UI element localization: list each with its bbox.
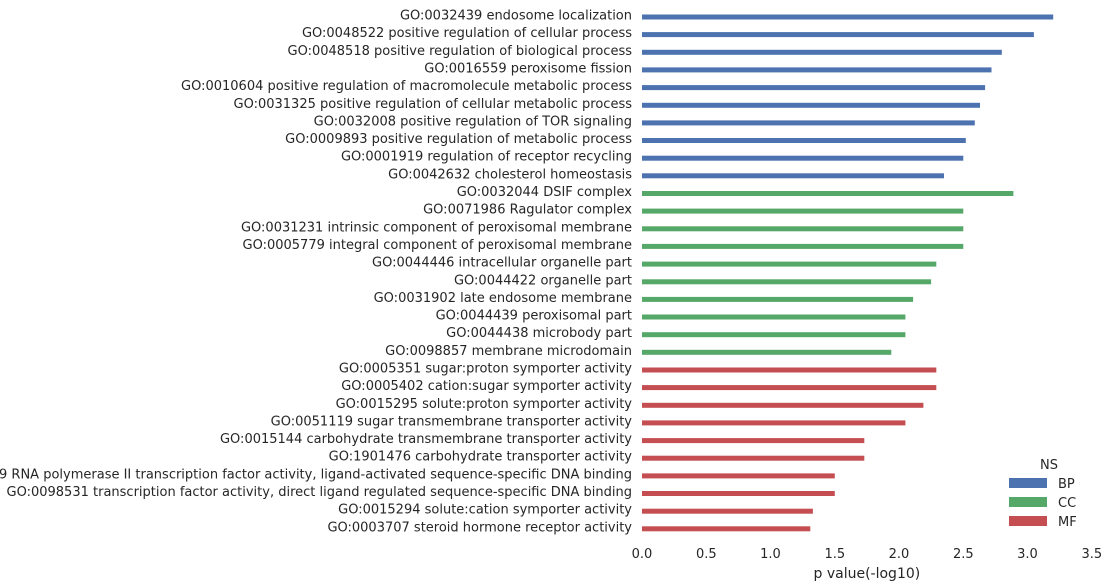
bar-bp [642,49,1002,55]
bar-mf [642,491,835,496]
category-label: GO:0032008 positive regulation of TOR si… [314,114,632,129]
legend-entries: BP CC MF [1009,477,1077,530]
category-label: GO:0005351 sugar:proton symporter activi… [339,362,632,377]
bar-mf [642,438,865,444]
category-labels: GO:0032439 endosome localization GO:00485… [0,9,632,536]
bar-bp [642,138,966,143]
bar-cc [642,208,964,214]
x-tick-label: 1.5 [824,547,845,562]
bar-mf [642,455,865,461]
x-tick-label: 0.5 [696,547,717,562]
category-label: GO:0042632 cholesterol homeostasis [388,167,632,182]
bar-bp [642,85,986,91]
category-label: GO:0005402 cation:sugar symporter activi… [341,379,632,394]
category-label: GO:0044446 intracellular organelle part [372,256,632,271]
bar-mf [642,420,906,426]
category-label: GO:0015295 solute:proton symporter activ… [336,397,633,412]
x-tick-label: 3.0 [1017,547,1038,562]
category-label: GO:0071986 Ragulator complex [423,203,632,218]
bar-cc [642,226,964,232]
category-label: GO:0003707 steroid hormone receptor acti… [327,520,632,535]
category-label: GO:0031902 late endosome membrane [374,291,632,306]
x-axis-ticks: 0.0 0.5 1.0 1.5 2.0 2.5 3.0 3.5 [632,547,1102,562]
bar-mf [642,367,937,373]
category-label: GO:0015144 carbohydrate transmembrane tr… [220,432,632,447]
x-tick-label: 2.5 [953,547,974,562]
category-label: GO:0098857 membrane microdomain [385,344,632,359]
category-label: GO:0005779 integral component of peroxis… [243,238,632,253]
x-tick-label: 0.0 [632,547,653,562]
category-label: GO:0044439 peroxisomal part [436,309,632,324]
legend-swatch [1009,497,1047,507]
bar-mf [642,526,811,532]
category-label: GO:0001919 regulation of receptor recycl… [341,150,632,165]
bar-cc [642,332,906,338]
bar-mf [642,385,937,391]
legend-swatch [1009,516,1047,526]
bar-bp [642,32,1034,38]
x-tick-label: 3.5 [1081,547,1102,562]
legend-swatch [1009,478,1047,488]
bar-bp [642,102,980,108]
bar-mf [642,402,924,408]
category-label: GO:0016559 peroxisome fission [424,61,632,76]
category-label: GO:0010604 positive regulation of macrom… [181,79,632,94]
bar-cc [642,243,964,249]
legend-label: BP [1058,477,1075,492]
category-label: GO:0051119 sugar transmembrane transport… [271,414,633,429]
category-label: GO:0044438 microbody part [446,326,632,341]
bars-group [642,14,1054,532]
category-label: GO:0032439 endosome localization [400,9,632,24]
category-label: GO:0098531 transcription factor activity… [7,485,632,500]
category-label: GO:0032044 DSIF complex [457,185,633,200]
category-label: GO:0031325 positive regulation of cellul… [234,97,633,112]
bar-bp [642,173,944,179]
category-label: GO:0004879 RNA polymerase II transcripti… [0,467,632,482]
legend-title: NS [1040,458,1058,473]
bar-cc [642,279,932,285]
bar-mf [642,473,835,479]
category-label: GO:0031231 intrinsic component of peroxi… [241,220,632,235]
category-label: GO:0015294 solute:cation symporter activ… [338,503,632,518]
legend-label: CC [1058,496,1076,511]
bar-cc [642,314,906,320]
category-label: GO:0044422 organelle part [454,273,632,288]
x-axis-label: p value(-log10) [814,566,921,582]
bar-cc [642,349,892,355]
x-tick-label: 2.0 [889,547,910,562]
category-label: GO:1901476 carbohydrate transporter acti… [329,450,633,465]
legend-label: MF [1058,515,1077,530]
category-label: GO:0009893 positive regulation of metabo… [285,132,632,147]
category-label: GO:0048518 positive regulation of biolog… [288,44,633,59]
bar-cc [642,296,914,302]
legend: NS BP CC MF [1009,458,1077,530]
bar-bp [642,67,992,73]
bar-mf [642,508,813,514]
bar-bp [642,14,1054,20]
bar-cc [642,191,1014,196]
bar-cc [642,261,937,267]
bar-bp [642,120,975,126]
category-label: GO:0048522 positive regulation of cellul… [302,26,632,41]
x-tick-label: 1.0 [760,547,781,562]
bar-bp [642,155,964,161]
